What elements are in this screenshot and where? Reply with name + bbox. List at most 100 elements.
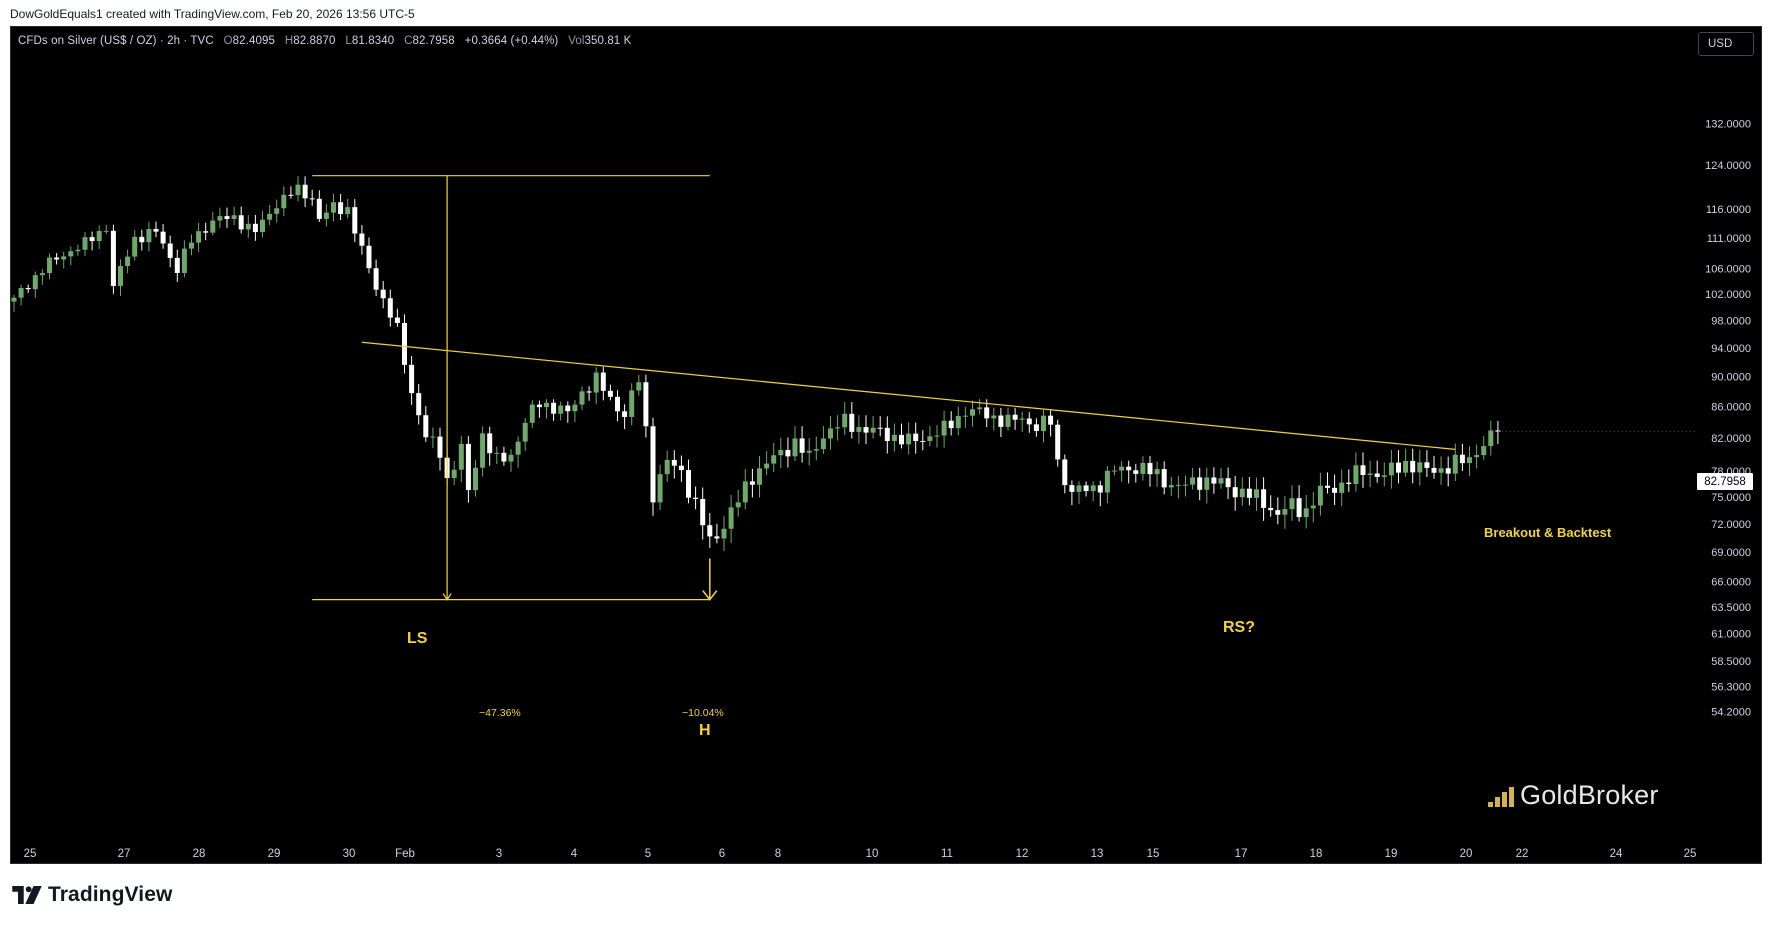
candle-body — [1218, 478, 1224, 484]
y-axis-tick: 94.0000 — [1711, 343, 1751, 355]
x-axis-tick: Feb — [395, 848, 415, 860]
candle-body — [884, 427, 890, 441]
x-axis-tick: 24 — [1610, 848, 1623, 860]
candle-body — [1104, 470, 1110, 493]
x-axis-tick: 11 — [941, 848, 953, 860]
candle-body — [870, 427, 876, 433]
x-axis-tick: 10 — [866, 848, 879, 860]
candle-body — [1261, 489, 1267, 508]
currency-selector[interactable]: USD — [1698, 32, 1754, 56]
candle-body — [515, 441, 521, 455]
legend-change: +0.3664 (+0.44%) — [464, 35, 559, 47]
candle-body — [288, 194, 294, 196]
candle-body — [1381, 475, 1387, 477]
legend-low-value: 81.8340 — [351, 35, 395, 47]
candle-body — [693, 497, 699, 499]
candle-body — [991, 415, 997, 419]
candle-body — [1353, 465, 1359, 484]
candle-body — [721, 528, 727, 539]
candle-body — [863, 427, 869, 433]
candle-body — [544, 402, 549, 408]
candle-body — [955, 415, 961, 429]
candle-body — [1332, 487, 1338, 493]
candle-body — [984, 407, 990, 419]
candle-body — [792, 438, 798, 457]
candle-body — [1303, 508, 1309, 518]
y-axis-tick: 86.0000 — [1711, 402, 1751, 414]
candle-body — [941, 420, 947, 436]
candle-body — [1339, 482, 1345, 493]
candle-body — [1431, 467, 1437, 473]
candle-body — [1033, 424, 1039, 432]
y-axis-tick: 116.0000 — [1706, 204, 1751, 216]
x-axis-tick: 8 — [775, 848, 781, 860]
y-axis-tick: 54.2000 — [1711, 706, 1751, 718]
y-axis-tick: 90.0000 — [1711, 372, 1751, 384]
candle-body — [1417, 462, 1423, 473]
last-price-tag: 82.7958 — [1697, 473, 1753, 490]
candle-body — [1126, 466, 1132, 471]
candle-body — [1112, 470, 1117, 472]
candle-body — [1239, 488, 1245, 498]
candle-body — [1388, 462, 1394, 476]
candle-body — [238, 215, 244, 230]
y-axis-tick: 102.0000 — [1705, 289, 1751, 301]
candle-body — [636, 382, 642, 391]
candle-body — [1140, 462, 1146, 474]
candle-body — [920, 440, 926, 442]
tradingview-logo-icon — [12, 886, 42, 904]
candle-body — [281, 194, 287, 209]
legend-symbol[interactable]: CFDs on Silver (US$ / OZ) · 2h · TVC — [18, 35, 214, 47]
candle-body — [75, 249, 81, 252]
candle-body — [799, 438, 805, 453]
candle-body — [1410, 460, 1416, 473]
candle-body — [664, 459, 670, 475]
candle-body — [160, 231, 166, 244]
x-axis-tick: 28 — [193, 848, 206, 860]
candle-body — [146, 229, 152, 243]
y-axis-tick: 61.0000 — [1711, 628, 1751, 640]
candle-body — [1069, 485, 1075, 492]
candle-body — [1076, 485, 1082, 492]
candle-body — [906, 433, 912, 445]
x-axis-tick: 6 — [719, 848, 725, 860]
chart-pane[interactable] — [10, 26, 1762, 864]
candle-body — [366, 245, 372, 269]
candle-body — [1495, 430, 1501, 432]
candle-body — [977, 407, 983, 410]
label-h: H — [699, 722, 711, 739]
candle-body — [39, 273, 45, 276]
candle-body — [579, 391, 585, 405]
candle-body — [11, 297, 17, 302]
tradingview-footer[interactable]: TradingView — [12, 883, 172, 907]
y-axis-tick: 63.5000 — [1711, 602, 1751, 614]
candle-body — [1254, 489, 1259, 498]
candle-body — [1346, 482, 1352, 484]
legend-close-label: C — [404, 35, 413, 47]
candle-body — [607, 390, 613, 397]
candle-body — [600, 372, 606, 391]
candle-body — [352, 207, 358, 234]
y-axis-tick: 124.0000 — [1705, 160, 1751, 172]
candle-body — [806, 450, 812, 453]
candle-body — [529, 404, 535, 423]
candle-body — [1474, 455, 1480, 458]
x-axis-tick: 3 — [496, 848, 502, 860]
candle-body — [1424, 462, 1430, 468]
candle-body — [189, 242, 194, 249]
candle-body — [778, 449, 784, 456]
label-breakout: Breakout & Backtest — [1484, 525, 1612, 540]
candle-body — [856, 427, 862, 432]
candle-body — [1005, 414, 1011, 427]
candle-body — [849, 413, 855, 432]
candle-body — [1090, 485, 1096, 492]
candle-body — [267, 213, 273, 220]
candle-body — [110, 230, 116, 286]
label-rs: RS? — [1223, 619, 1255, 636]
candle-body — [615, 396, 620, 412]
candle-body — [785, 449, 791, 457]
candle-body — [174, 257, 180, 273]
candle-body — [934, 435, 940, 437]
legend-open-label: O — [223, 35, 233, 47]
